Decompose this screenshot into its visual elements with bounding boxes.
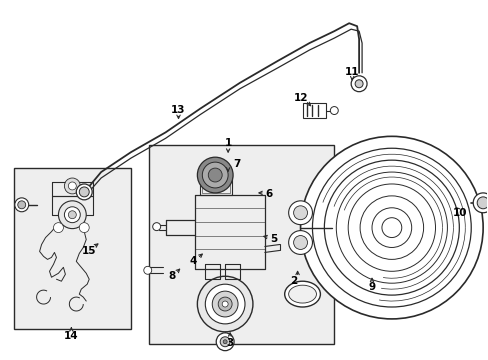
Text: 10: 10 <box>452 208 467 218</box>
Ellipse shape <box>284 281 320 307</box>
Circle shape <box>79 223 89 233</box>
Circle shape <box>222 301 228 307</box>
Text: 15: 15 <box>82 247 96 256</box>
Circle shape <box>197 157 233 193</box>
Circle shape <box>18 201 26 209</box>
Circle shape <box>68 211 76 219</box>
Bar <box>148 145 334 344</box>
Circle shape <box>218 297 232 311</box>
Text: 7: 7 <box>233 159 240 169</box>
Circle shape <box>152 223 161 231</box>
Circle shape <box>208 168 222 182</box>
Circle shape <box>216 333 234 351</box>
Circle shape <box>143 266 151 274</box>
Ellipse shape <box>288 285 316 303</box>
Text: 13: 13 <box>171 104 185 114</box>
Circle shape <box>205 284 244 324</box>
Circle shape <box>300 136 482 319</box>
Bar <box>14 168 131 329</box>
Text: 2: 2 <box>289 276 297 286</box>
Circle shape <box>79 187 89 197</box>
Bar <box>302 103 325 118</box>
Text: 6: 6 <box>264 189 272 199</box>
Circle shape <box>64 178 80 194</box>
Circle shape <box>53 223 63 233</box>
Circle shape <box>293 206 307 220</box>
Circle shape <box>223 340 226 344</box>
Circle shape <box>59 201 86 229</box>
Text: 4: 4 <box>189 256 197 266</box>
Circle shape <box>472 193 488 213</box>
Text: 5: 5 <box>269 234 277 244</box>
Text: 8: 8 <box>167 271 175 281</box>
Circle shape <box>15 198 29 212</box>
Circle shape <box>330 107 338 114</box>
Text: 12: 12 <box>294 93 308 103</box>
Circle shape <box>212 291 238 317</box>
Circle shape <box>197 276 252 332</box>
Circle shape <box>354 80 362 88</box>
Text: 9: 9 <box>367 282 375 292</box>
Circle shape <box>64 207 80 223</box>
Circle shape <box>202 162 228 188</box>
Circle shape <box>76 184 92 200</box>
Text: 3: 3 <box>226 338 233 348</box>
Circle shape <box>288 201 312 225</box>
Circle shape <box>220 337 230 347</box>
Circle shape <box>476 197 488 209</box>
Circle shape <box>350 76 366 92</box>
Circle shape <box>288 231 312 255</box>
Circle shape <box>293 235 307 249</box>
Text: 14: 14 <box>64 331 79 341</box>
Text: 1: 1 <box>224 138 231 148</box>
Text: 11: 11 <box>344 67 359 77</box>
Circle shape <box>68 182 76 190</box>
